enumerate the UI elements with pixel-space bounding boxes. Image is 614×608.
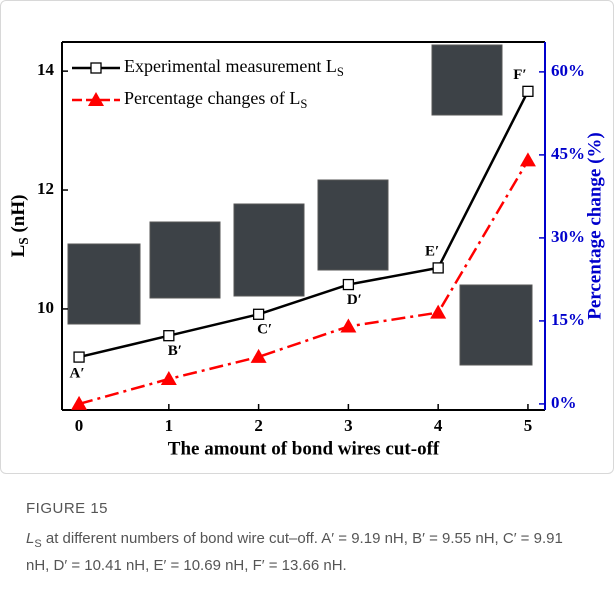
- photo: [67, 243, 141, 325]
- point-label: D′: [347, 292, 362, 308]
- y-tick-label: 10: [37, 298, 54, 317]
- photo: [233, 203, 305, 297]
- figure-label: FIGURE 15: [26, 500, 109, 517]
- caption: FIGURE 15 LS at different numbers of bon…: [26, 498, 586, 577]
- point-label: E′: [425, 243, 439, 259]
- y2-tick-label: 0%: [551, 393, 577, 412]
- y-tick-label: 14: [37, 60, 55, 79]
- series-line: [78, 90, 530, 359]
- point-label: B′: [168, 343, 182, 359]
- point: [250, 348, 267, 363]
- y2-tick-label: 60%: [551, 61, 585, 80]
- photo: [149, 221, 221, 299]
- point-label: F′: [513, 67, 526, 83]
- point: [340, 318, 357, 333]
- legend-label: Experimental measurement LS: [124, 56, 344, 79]
- photo: [431, 44, 503, 116]
- y2-axis-label: Percentage change (%): [584, 132, 605, 319]
- y-tick-label: 12: [37, 179, 54, 198]
- point: [522, 85, 534, 97]
- point: [252, 308, 265, 320]
- legend-label: Percentage changes of LS: [124, 88, 307, 111]
- point: [71, 395, 88, 410]
- x-tick-label: 2: [254, 416, 263, 435]
- point: [160, 371, 177, 386]
- point: [432, 262, 444, 274]
- caption-text: LS at different numbers of bond wire cut…: [26, 530, 563, 574]
- y-axis-label: LS (nH): [8, 195, 31, 258]
- x-tick-label: 3: [344, 416, 353, 435]
- point: [430, 304, 447, 319]
- x-tick-label: 1: [165, 416, 174, 435]
- x-axis-label: The amount of bond wires cut-off: [168, 438, 440, 459]
- photo: [459, 284, 533, 366]
- point: [519, 152, 536, 167]
- point: [342, 278, 355, 291]
- photos: [67, 44, 533, 366]
- point-label: C′: [257, 322, 272, 338]
- legend-marker: [88, 92, 104, 106]
- y2-tick-label: 45%: [551, 144, 585, 163]
- x-tick-label: 0: [75, 416, 84, 435]
- legend-marker: [90, 62, 102, 74]
- point: [73, 351, 85, 363]
- y2-tick-label: 30%: [551, 227, 585, 246]
- photo: [317, 179, 389, 271]
- x-tick-label: 5: [524, 416, 533, 435]
- x-tick-label: 4: [434, 416, 443, 435]
- y2-tick-label: 15%: [551, 310, 585, 329]
- point: [163, 330, 175, 342]
- point-label: A′: [70, 366, 85, 382]
